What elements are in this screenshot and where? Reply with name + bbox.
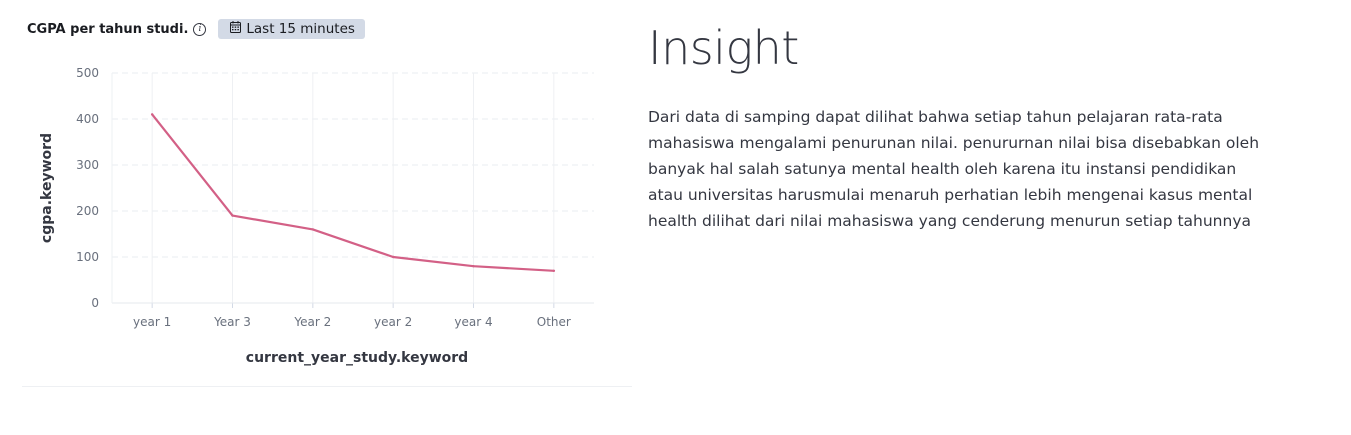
y-tick-label: 0 <box>91 296 99 310</box>
data-point <box>150 113 154 116</box>
data-point <box>472 265 475 268</box>
insight-title: Insight <box>648 21 799 75</box>
y-tick-label: 300 <box>76 158 99 172</box>
visualization-panel: 0 100 200 300 400 500 year 1 Year 3 Year 2 year 2… <box>22 12 632 387</box>
insight-section: Insight Dari data di samping dapat dilih… <box>648 20 1288 234</box>
time-range-label: Last 15 minutes <box>246 21 355 37</box>
x-tick-label: Year 3 <box>213 315 251 329</box>
panel-header: CGPA per tahun studi. i Last 15 minutes <box>27 17 365 41</box>
data-point <box>231 214 234 217</box>
panel-title: CGPA per tahun studi. <box>27 21 189 37</box>
y-tick-label: 500 <box>76 66 99 80</box>
x-tick-label: Other <box>537 315 571 329</box>
time-range-badge[interactable]: Last 15 minutes <box>218 19 365 39</box>
y-tick-label: 100 <box>76 250 99 264</box>
y-axis-title: cgpa.keyword <box>39 133 55 243</box>
line-chart: 0 100 200 300 400 500 year 1 Year 3 Year 2 year 2… <box>39 66 594 366</box>
y-tick-label: 200 <box>76 204 99 218</box>
x-tick-label: Year 2 <box>293 315 331 329</box>
x-tick-label: year 2 <box>374 315 412 329</box>
x-axis-title: current_year_study.keyword <box>246 350 468 366</box>
info-icon[interactable]: i <box>193 22 207 36</box>
data-point <box>391 255 395 259</box>
series-line <box>151 113 555 272</box>
data-point <box>311 228 315 231</box>
y-tick-label: 400 <box>76 112 99 126</box>
x-tick-label: year 1 <box>133 315 171 329</box>
calendar-icon <box>230 21 242 37</box>
data-point <box>552 269 556 272</box>
x-tick-label: year 4 <box>454 315 492 329</box>
insight-body: Dari data di samping dapat dilihat bahwa… <box>648 108 1260 230</box>
